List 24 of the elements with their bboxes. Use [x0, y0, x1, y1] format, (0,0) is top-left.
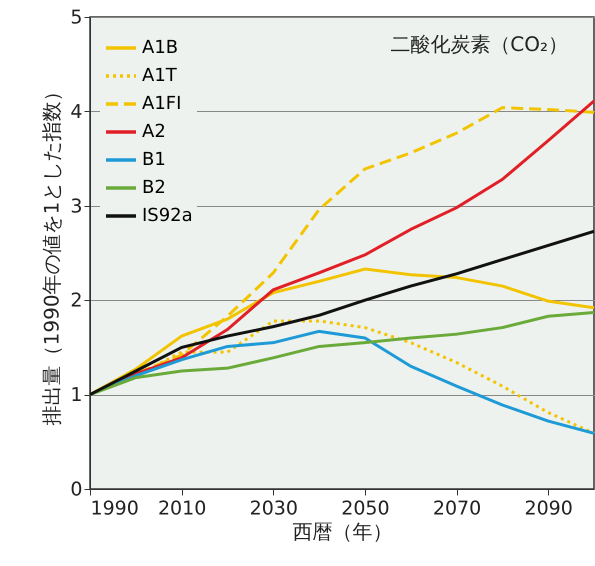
line-series: [88, 310, 595, 396]
x-tick-label: 2090: [524, 498, 573, 520]
legend-label: IS92a: [142, 205, 193, 226]
y-axis-title: 排出量（1990年の値を1とした指数）: [39, 82, 64, 426]
annotation: 二酸化炭素（CO₂）: [390, 32, 568, 56]
legend-label: B1: [142, 149, 166, 170]
x-tick-label: 1990: [90, 498, 139, 520]
y-tick-label: 1: [70, 384, 82, 406]
x-tick-label: 2050: [341, 498, 390, 520]
y-tick-label: 5: [70, 6, 82, 28]
y-tick-label: 3: [70, 195, 82, 218]
legend-label: A1FI: [142, 93, 182, 114]
x-tick-label: 2010: [158, 498, 206, 520]
line-series: [88, 230, 595, 396]
y-tick-label: 2: [70, 290, 82, 312]
y-tick-label: 0: [70, 478, 82, 500]
y-tick-label: 4: [70, 100, 82, 123]
x-axis-title: 西暦（年）: [292, 520, 392, 544]
legend-label: B2: [142, 177, 166, 198]
x-tick-label: 2070: [432, 498, 482, 520]
legend-label: A1T: [142, 65, 178, 86]
legend-label: A2: [142, 121, 166, 142]
x-tick-label: 2030: [250, 498, 298, 520]
legend-label: A1B: [142, 37, 178, 58]
